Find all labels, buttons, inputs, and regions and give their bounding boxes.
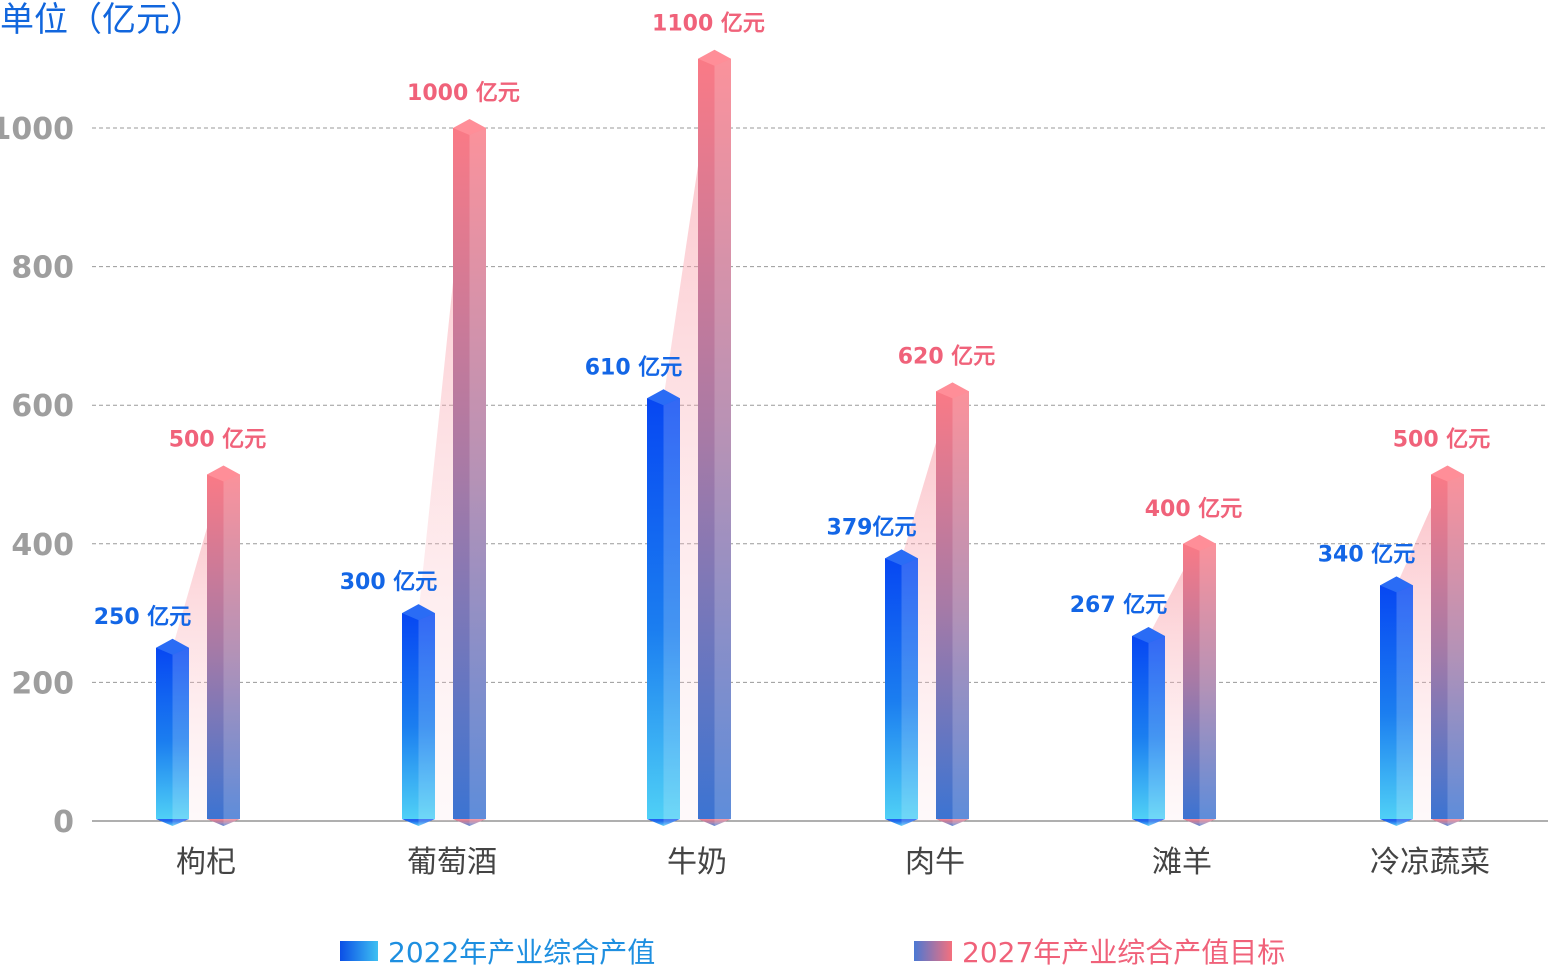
- legend-label-2022: 2022年产业综合产值: [388, 936, 656, 969]
- data-label-2027: 400 亿元: [1145, 497, 1243, 522]
- x-tick-label: 肉牛: [905, 845, 965, 880]
- data-label-2022: 610 亿元: [585, 355, 683, 380]
- y-tick-label: 800: [11, 251, 74, 286]
- x-tick-label: 牛奶: [667, 845, 727, 880]
- unit-label: 单位（亿元）: [0, 0, 204, 40]
- y-tick-label: 600: [11, 389, 74, 424]
- bar-2027: [1183, 534, 1216, 826]
- bar-2027: [453, 119, 486, 826]
- legend-item-2022[interactable]: 2022年产业综合产值: [340, 931, 655, 971]
- data-label-2022: 379亿元: [827, 515, 917, 540]
- data-label-2022: 340 亿元: [1318, 542, 1416, 567]
- data-label-2027: 500 亿元: [169, 428, 267, 453]
- x-tick-label: 葡萄酒: [407, 845, 497, 880]
- bar-2027: [1431, 465, 1464, 826]
- data-label-2027: 620 亿元: [898, 344, 996, 369]
- legend-swatch-2027: [914, 941, 952, 961]
- y-tick-label: 1000: [0, 112, 74, 147]
- bar-2027: [207, 465, 240, 826]
- legend-label-2027: 2027年产业综合产值目标: [962, 936, 1286, 969]
- data-label-2027: 500 亿元: [1393, 428, 1491, 453]
- bar-2022: [156, 638, 189, 826]
- bar-2022: [647, 389, 680, 826]
- bar-2022: [885, 549, 918, 826]
- y-tick-label: 200: [11, 666, 74, 701]
- data-label-2027: 1000 亿元: [407, 81, 520, 106]
- legend-swatch-2022: [340, 941, 378, 961]
- bar-2027: [936, 382, 969, 826]
- x-tick-label: 滩羊: [1152, 845, 1212, 880]
- bar-2027: [698, 49, 731, 826]
- x-tick-label: 枸杞: [176, 845, 236, 880]
- y-tick-label: 400: [11, 528, 74, 563]
- x-tick-label: 冷凉蔬菜: [1370, 845, 1490, 880]
- bar-2022: [1380, 576, 1413, 826]
- bar-2022: [402, 604, 435, 826]
- data-label-2022: 267 亿元: [1070, 593, 1168, 618]
- y-tick-label: 0: [53, 805, 74, 840]
- legend-item-2027[interactable]: 2027年产业综合产值目标: [914, 931, 1285, 971]
- data-label-2027: 1100 亿元: [652, 12, 765, 37]
- data-label-2022: 300 亿元: [340, 570, 438, 595]
- data-label-2022: 250 亿元: [94, 605, 192, 630]
- bar-2022: [1132, 626, 1165, 826]
